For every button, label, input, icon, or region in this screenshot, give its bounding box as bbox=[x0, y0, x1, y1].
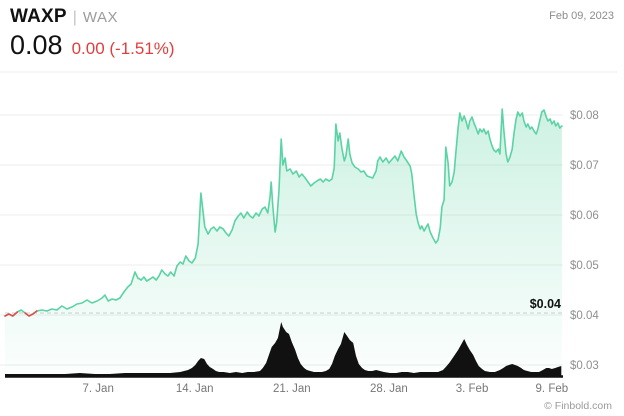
chart-header: WAXP | WAX Feb 09, 2023 0.08 0.00 (-1.51… bbox=[10, 6, 614, 61]
price-line bbox=[4, 108, 563, 317]
y-axis-tick-label: $0.04 bbox=[570, 310, 599, 322]
y-axis-tick-label: $0.07 bbox=[570, 160, 599, 172]
y-axis-tick-label: $0.06 bbox=[570, 210, 599, 222]
chart-date: Feb 09, 2023 bbox=[549, 10, 614, 22]
x-axis-tick-label: 9. Feb bbox=[536, 383, 569, 395]
ticker-symbol: WAXP bbox=[10, 6, 67, 27]
ticker-separator: | bbox=[72, 9, 77, 26]
current-price: 0.08 bbox=[10, 30, 63, 60]
y-axis-tick-label: $0.03 bbox=[570, 360, 599, 372]
current-price-line-label: $0.04 bbox=[530, 297, 561, 311]
finbold-credit: © Finbold.com bbox=[544, 400, 612, 412]
x-axis-tick-label: 7. Jan bbox=[83, 383, 114, 395]
price-line-red-segment bbox=[24, 310, 38, 317]
price-area-fill bbox=[5, 109, 562, 376]
y-axis-tick-label: $0.05 bbox=[570, 260, 599, 272]
y-axis-tick-label: $0.08 bbox=[570, 110, 599, 122]
price-row: 0.08 0.00 (-1.51%) bbox=[10, 30, 614, 61]
x-axis-tick-label: 3. Feb bbox=[456, 383, 489, 395]
x-axis-tick-label: 14. Jan bbox=[176, 383, 214, 395]
x-axis-tick-label: 21. Jan bbox=[273, 383, 311, 395]
volume-bars bbox=[5, 322, 562, 376]
x-axis-tick-label: 28. Jan bbox=[370, 383, 408, 395]
price-line-red-segment bbox=[4, 311, 19, 317]
price-change: 0.00 (-1.51%) bbox=[71, 39, 175, 58]
ticker-title: WAXP | WAX bbox=[10, 6, 614, 28]
ticker-pair: WAX bbox=[82, 9, 119, 26]
